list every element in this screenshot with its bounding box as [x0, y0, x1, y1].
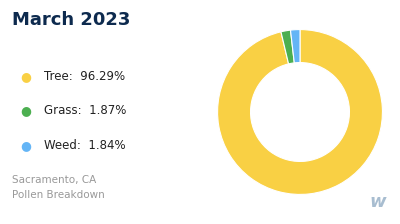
- Text: ●: ●: [20, 139, 31, 152]
- Wedge shape: [281, 30, 294, 64]
- Text: March 2023: March 2023: [12, 11, 130, 29]
- Wedge shape: [290, 30, 300, 63]
- Text: w: w: [370, 193, 386, 211]
- Text: ●: ●: [20, 70, 31, 83]
- Text: Grass:  1.87%: Grass: 1.87%: [44, 104, 126, 117]
- Wedge shape: [218, 30, 382, 194]
- Text: Weed:  1.84%: Weed: 1.84%: [44, 139, 126, 152]
- Text: Tree:  96.29%: Tree: 96.29%: [44, 70, 125, 83]
- Text: ●: ●: [20, 104, 31, 117]
- Text: Sacramento, CA
Pollen Breakdown: Sacramento, CA Pollen Breakdown: [12, 175, 105, 200]
